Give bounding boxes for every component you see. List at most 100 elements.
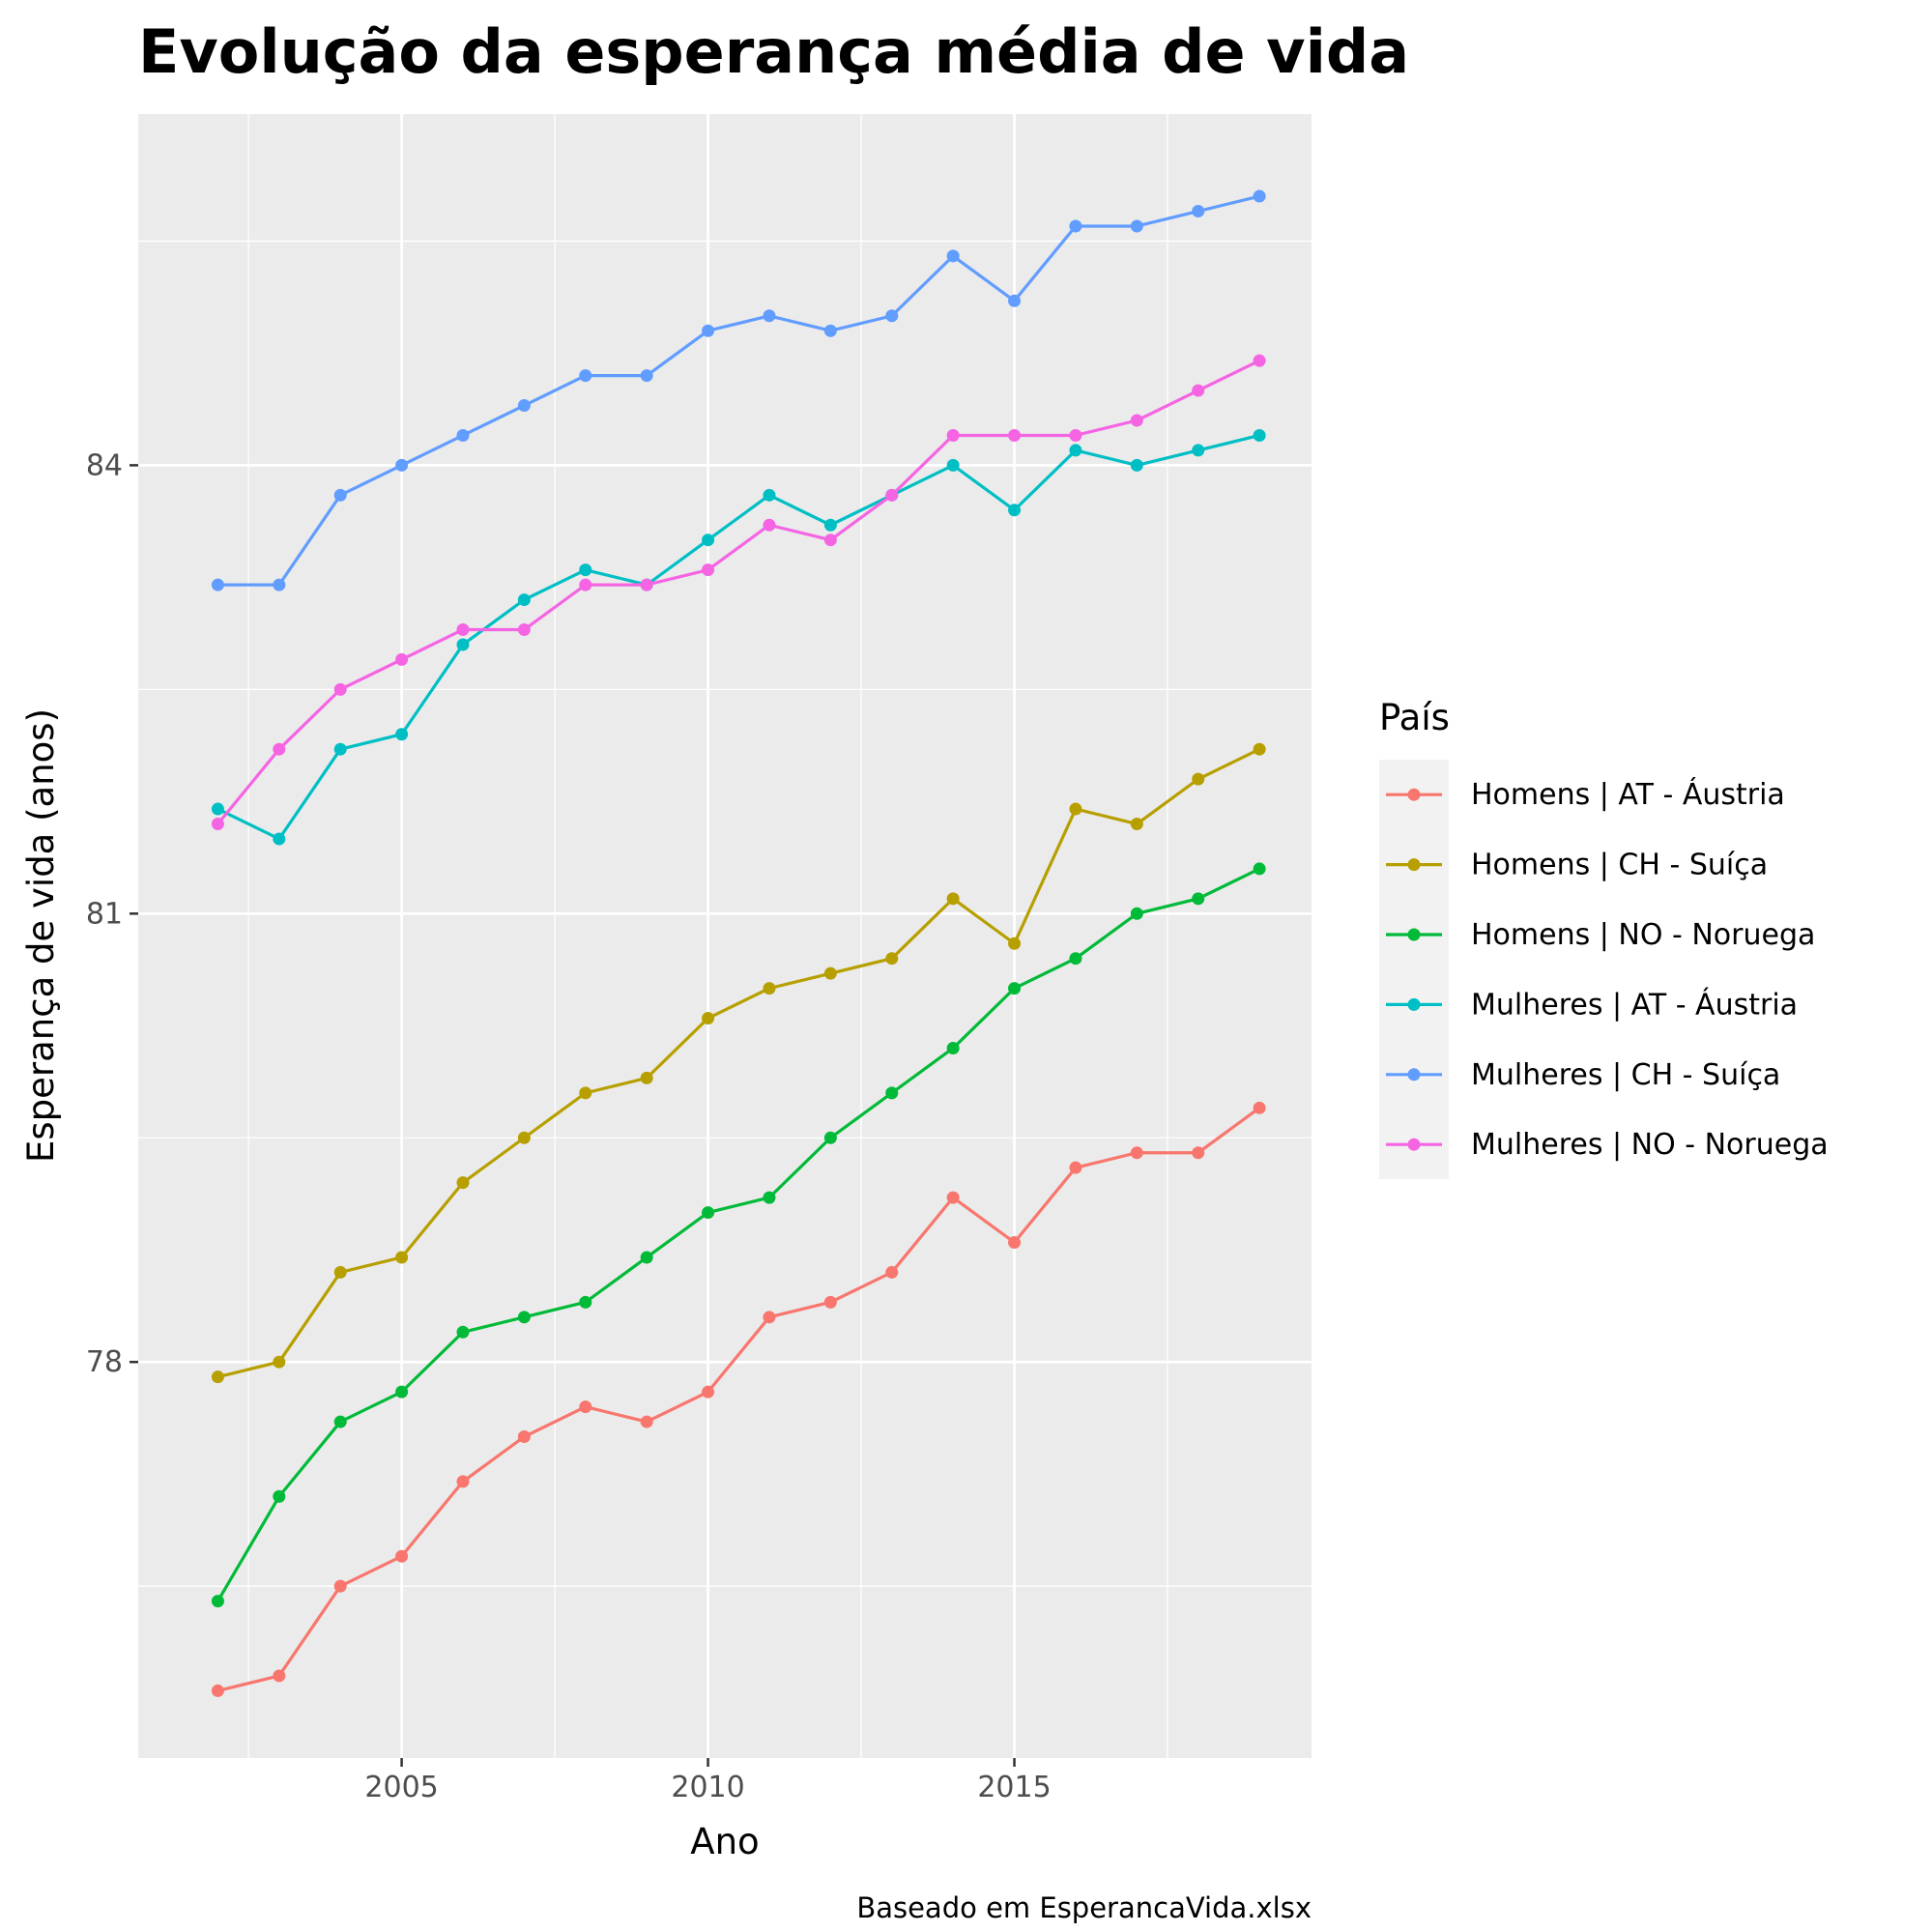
legend-title: País (1379, 697, 1450, 738)
legend-items: Homens | AT - Áustria Homens | CH - Suíça… (1386, 777, 1829, 1162)
series-3 (211, 862, 1266, 1608)
data-point (456, 1176, 470, 1190)
data-point (1069, 219, 1082, 233)
data-point (273, 742, 286, 756)
data-point (333, 682, 347, 696)
data-point (1069, 952, 1082, 966)
data-point (1069, 1161, 1082, 1174)
major-gridlines (138, 114, 1312, 1758)
data-point (1253, 189, 1266, 203)
y-tick-label: 84 (86, 448, 123, 482)
axis-ticks (130, 464, 1016, 1767)
data-point (1008, 982, 1022, 995)
data-point (763, 1191, 776, 1204)
series-layer (211, 189, 1266, 1697)
series-line (216, 433, 1260, 841)
data-point (946, 1191, 960, 1204)
data-point (702, 324, 715, 337)
data-point (1192, 1146, 1205, 1160)
legend-label: Homens | AT - Áustria (1471, 777, 1785, 812)
data-point (1069, 428, 1082, 442)
data-point (702, 533, 715, 547)
data-point (517, 1131, 531, 1144)
data-point (946, 458, 960, 472)
data-point (946, 1041, 960, 1054)
data-point (885, 1265, 899, 1279)
data-point (456, 622, 470, 636)
data-point (640, 1415, 653, 1428)
data-point (273, 1355, 286, 1369)
legend-key-background (1379, 760, 1449, 1179)
legend-item: Mulheres | AT - Áustria (1386, 987, 1798, 1022)
data-point (763, 982, 776, 995)
data-point (333, 1415, 347, 1428)
legend-label: Homens | CH - Suíça (1471, 849, 1768, 882)
data-point (823, 966, 837, 980)
data-point (702, 563, 715, 577)
series-6 (211, 354, 1266, 831)
data-point (395, 728, 409, 741)
data-point (579, 563, 592, 577)
data-point (640, 369, 653, 383)
data-point (333, 742, 347, 756)
data-point (1008, 937, 1022, 950)
data-point (1130, 818, 1143, 831)
data-point (1069, 802, 1082, 816)
legend-key-point (1407, 1068, 1421, 1081)
series-line (216, 867, 1260, 1602)
data-point (456, 638, 470, 651)
data-point (1008, 294, 1022, 307)
data-point (517, 622, 531, 636)
data-point (885, 952, 899, 966)
data-point (946, 249, 960, 263)
legend-label: Homens | NO - Noruega (1471, 918, 1815, 952)
data-point (273, 832, 286, 846)
data-point (211, 802, 224, 816)
data-point (395, 1251, 409, 1264)
series-5 (211, 189, 1266, 591)
data-point (763, 518, 776, 532)
chart-caption: Baseado em EsperancaVida.xlsx (856, 1891, 1312, 1924)
data-point (579, 578, 592, 591)
data-point (1008, 428, 1022, 442)
series-line (217, 747, 1260, 1379)
x-tick-label: 2015 (977, 1771, 1051, 1804)
data-point (456, 428, 470, 442)
data-point (333, 1579, 347, 1593)
series-line (216, 359, 1260, 825)
legend-key-point (1407, 928, 1421, 941)
data-point (579, 1295, 592, 1309)
data-point (1008, 504, 1022, 517)
data-point (946, 428, 960, 442)
legend-key-point (1407, 997, 1421, 1011)
data-point (1130, 458, 1143, 472)
data-point (1130, 414, 1143, 427)
series-2 (211, 742, 1266, 1384)
data-point (211, 1684, 224, 1697)
minor-gridlines (138, 114, 1312, 1758)
data-point (1253, 742, 1266, 756)
data-point (1192, 384, 1205, 397)
legend-key-point (1407, 788, 1421, 801)
legend-key-point (1407, 1138, 1421, 1151)
data-point (823, 518, 837, 532)
data-point (946, 892, 960, 906)
legend-label: Mulheres | AT - Áustria (1471, 987, 1798, 1022)
data-point (1130, 907, 1143, 920)
data-point (640, 1071, 653, 1084)
x-tick-label: 2005 (364, 1771, 438, 1804)
data-point (517, 399, 531, 413)
legend-label: Mulheres | CH - Suíça (1471, 1058, 1780, 1092)
legend-key-point (1407, 858, 1421, 872)
x-tick-label: 2010 (671, 1771, 744, 1804)
data-point (823, 324, 837, 337)
data-point (885, 309, 899, 323)
legend-item: Homens | CH - Suíça (1386, 849, 1768, 882)
legend-item: Mulheres | NO - Noruega (1386, 1128, 1829, 1162)
data-point (702, 1012, 715, 1025)
data-point (1192, 205, 1205, 218)
chart-title: Evolução da esperança média de vida (138, 16, 1409, 87)
data-point (885, 1086, 899, 1100)
data-point (211, 1370, 224, 1384)
